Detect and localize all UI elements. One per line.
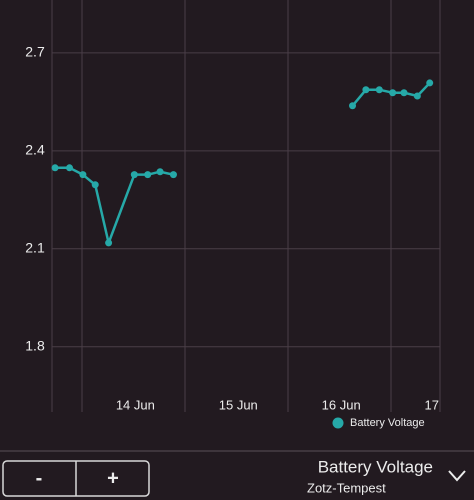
panel-title: Battery Voltage	[318, 457, 433, 476]
plot: 1.8 2.1 2.4 2.7 14 Jun 15 Jun 16 Jun 17	[25, 44, 440, 412]
data-point	[375, 86, 383, 94]
data-point	[362, 86, 370, 94]
data-point	[389, 89, 397, 97]
data-point	[105, 239, 113, 247]
y-tick-label: 2.1	[25, 239, 45, 255]
dropdown-chevron[interactable]	[448, 470, 466, 482]
y-tick-label: 2.7	[25, 44, 45, 60]
panel-subtitle: Zotz-Tempest	[307, 480, 386, 495]
data-point	[79, 171, 87, 179]
data-point	[413, 92, 421, 100]
data-point	[169, 171, 177, 179]
increase-button[interactable]: +	[107, 467, 119, 489]
legend-label: Battery Voltage	[350, 417, 425, 429]
data-point	[51, 164, 59, 172]
decrease-button[interactable]: -	[36, 467, 43, 489]
x-tick-label: 14 Jun	[116, 397, 155, 412]
y-tick-label: 1.8	[25, 337, 45, 353]
data-point	[144, 171, 152, 179]
y-tick-label: 2.4	[25, 142, 45, 158]
data-point	[426, 79, 434, 87]
x-tick-label: 16 Jun	[322, 397, 361, 412]
data-point	[91, 181, 99, 189]
data-point	[65, 164, 73, 172]
x-tick-label: 17	[425, 397, 439, 412]
legend-marker	[332, 417, 344, 429]
x-tick-label: 15 Jun	[219, 397, 258, 412]
data-point	[349, 102, 357, 110]
vertical-grid	[51, 0, 441, 412]
data-point	[156, 168, 164, 176]
data-point	[400, 89, 408, 97]
data-point	[130, 171, 138, 179]
